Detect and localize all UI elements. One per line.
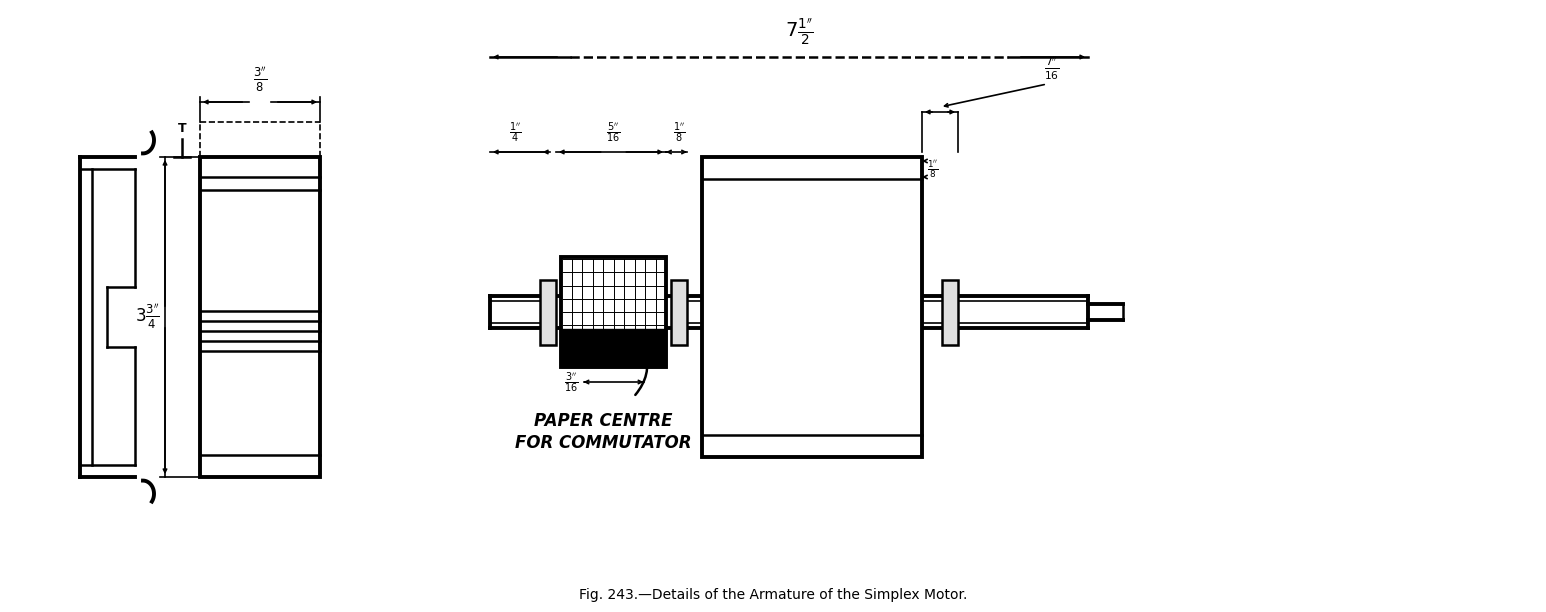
- Bar: [199, 157, 320, 477]
- Bar: [561, 257, 666, 367]
- Text: PAPER CENTRE: PAPER CENTRE: [535, 412, 673, 430]
- Text: T: T: [178, 122, 187, 135]
- Text: $\frac{1^{\prime\prime}}{8}$: $\frac{1^{\prime\prime}}{8}$: [673, 121, 685, 144]
- Text: $\frac{3^{\prime\prime}}{16}$: $\frac{3^{\prime\prime}}{16}$: [564, 370, 578, 394]
- Bar: [702, 157, 921, 457]
- Text: FOR COMMUTATOR: FOR COMMUTATOR: [515, 434, 691, 452]
- Text: Fig. 243.—Details of the Armature of the Simplex Motor.: Fig. 243.—Details of the Armature of the…: [578, 588, 968, 602]
- Bar: [671, 280, 686, 345]
- Text: $\frac{1^{\prime\prime}}{4}$: $\frac{1^{\prime\prime}}{4}$: [509, 121, 521, 144]
- Text: $\frac{3^{\prime\prime}}{8}$: $\frac{3^{\prime\prime}}{8}$: [254, 66, 267, 94]
- Text: $7\frac{1^{\prime\prime}}{2}$: $7\frac{1^{\prime\prime}}{2}$: [784, 17, 813, 47]
- Bar: [561, 329, 666, 367]
- Bar: [942, 280, 959, 345]
- Text: $\frac{5^{\prime\prime}}{16}$: $\frac{5^{\prime\prime}}{16}$: [606, 121, 620, 144]
- Text: $3\frac{3^{\prime\prime}}{4}$: $3\frac{3^{\prime\prime}}{4}$: [135, 303, 159, 331]
- Bar: [540, 280, 557, 345]
- Text: $\frac{7^{\prime\prime}}{16}$: $\frac{7^{\prime\prime}}{16}$: [1044, 56, 1061, 82]
- Text: $\frac{1^{\prime\prime}}{8}$: $\frac{1^{\prime\prime}}{8}$: [928, 159, 938, 180]
